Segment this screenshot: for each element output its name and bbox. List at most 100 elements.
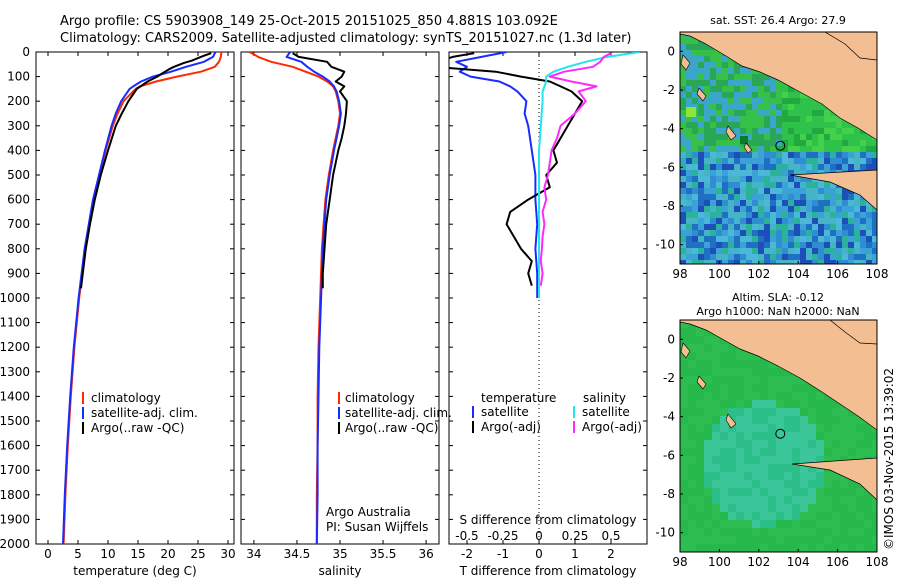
sla-cell <box>696 424 704 432</box>
x-tick-label: 15 <box>130 547 145 561</box>
sst-cell <box>788 230 794 236</box>
sst-cell <box>746 110 752 116</box>
sst-cell <box>824 218 830 224</box>
sst-cell <box>692 158 698 164</box>
legend-label-climatology: climatology <box>345 391 415 405</box>
sst-cell <box>806 176 812 182</box>
sst-cell <box>704 230 710 236</box>
sst-cell <box>728 68 734 74</box>
sla-cell <box>784 408 792 416</box>
sst-cell <box>716 128 722 134</box>
x-tick-label: 35.5 <box>370 547 397 561</box>
sla-cell <box>848 416 856 424</box>
sla-cell <box>752 496 760 504</box>
sst-cell <box>692 254 698 260</box>
sst-cell <box>848 206 854 212</box>
sst-cell <box>854 146 860 152</box>
y-tick-label: 1600 <box>0 439 30 453</box>
sst-cell <box>716 134 722 140</box>
sst-cell <box>752 80 758 86</box>
sst-cell <box>752 200 758 206</box>
sst-cell <box>794 128 800 134</box>
sst-cell <box>800 206 806 212</box>
sst-cell <box>680 68 686 74</box>
sla-cell <box>736 432 744 440</box>
sla-cell <box>744 536 752 544</box>
island-simeulue <box>680 342 691 359</box>
sst-cell <box>740 152 746 158</box>
sla-cell <box>864 440 872 448</box>
sla-cell <box>824 536 832 544</box>
sst-cell <box>758 206 764 212</box>
sst-cell <box>860 212 866 218</box>
sla-cell <box>744 528 752 536</box>
sst-cell <box>746 242 752 248</box>
sla-cell <box>736 456 744 464</box>
sst-cell <box>824 146 830 152</box>
sla-cell <box>712 384 720 392</box>
sla-cell <box>768 376 776 384</box>
sla-cell <box>736 424 744 432</box>
sla-cell <box>736 352 744 360</box>
sla-cell <box>680 480 688 488</box>
sst-cell <box>848 248 854 254</box>
sla-cell <box>776 424 784 432</box>
sla-cell <box>752 352 760 360</box>
sst-cell <box>722 212 728 218</box>
sst-cell <box>734 128 740 134</box>
sla-cell <box>872 536 877 544</box>
sst-cell <box>722 194 728 200</box>
sst-cell <box>764 128 770 134</box>
sla-map-frame <box>679 319 878 553</box>
sst-cell <box>704 254 710 260</box>
sst-cell <box>794 194 800 200</box>
sst-cell <box>818 254 824 260</box>
sst-cell <box>710 230 716 236</box>
sla-cell <box>792 528 800 536</box>
sla-cell <box>800 464 808 472</box>
sst-cell <box>710 110 716 116</box>
sst-cell <box>860 236 866 242</box>
series-line-argo-raw-qc <box>80 52 212 289</box>
sst-cell <box>740 98 746 104</box>
sla-cell <box>712 488 720 496</box>
sst-cell <box>722 242 728 248</box>
sst-cell <box>782 134 788 140</box>
island-pagai <box>743 142 753 154</box>
sst-cell <box>806 218 812 224</box>
sst-cell <box>752 110 758 116</box>
sst-cell <box>704 224 710 230</box>
sst-cell <box>734 182 740 188</box>
sst-cell <box>728 224 734 230</box>
sla-cell <box>824 400 832 408</box>
sst-cell <box>758 170 764 176</box>
sst-cell <box>680 176 686 182</box>
sla-cell <box>824 448 832 456</box>
sst-cell <box>812 224 818 230</box>
sla-cell <box>704 496 712 504</box>
series-line-temperature-argo-adj <box>449 52 584 286</box>
sst-cell <box>728 230 734 236</box>
sst-cell <box>806 170 812 176</box>
sst-cell <box>752 74 758 80</box>
sst-cell <box>794 122 800 128</box>
sst-cell <box>692 140 698 146</box>
sla-cell <box>856 448 864 456</box>
sst-cell <box>788 176 794 182</box>
sst-cell <box>824 224 830 230</box>
sst-cell <box>812 218 818 224</box>
sst-cell <box>758 260 764 264</box>
sla-cell <box>800 496 808 504</box>
sla-cell <box>752 432 760 440</box>
sla-cell <box>800 472 808 480</box>
sla-cell <box>784 416 792 424</box>
sst-cell <box>812 140 818 146</box>
sst-cell <box>686 170 692 176</box>
sst-cell <box>728 236 734 242</box>
sst-cell <box>782 110 788 116</box>
sst-cell <box>866 206 872 212</box>
sst-cell <box>836 200 842 206</box>
sla-cell <box>720 368 728 376</box>
sst-cell <box>770 164 776 170</box>
sst-cell <box>866 260 872 264</box>
